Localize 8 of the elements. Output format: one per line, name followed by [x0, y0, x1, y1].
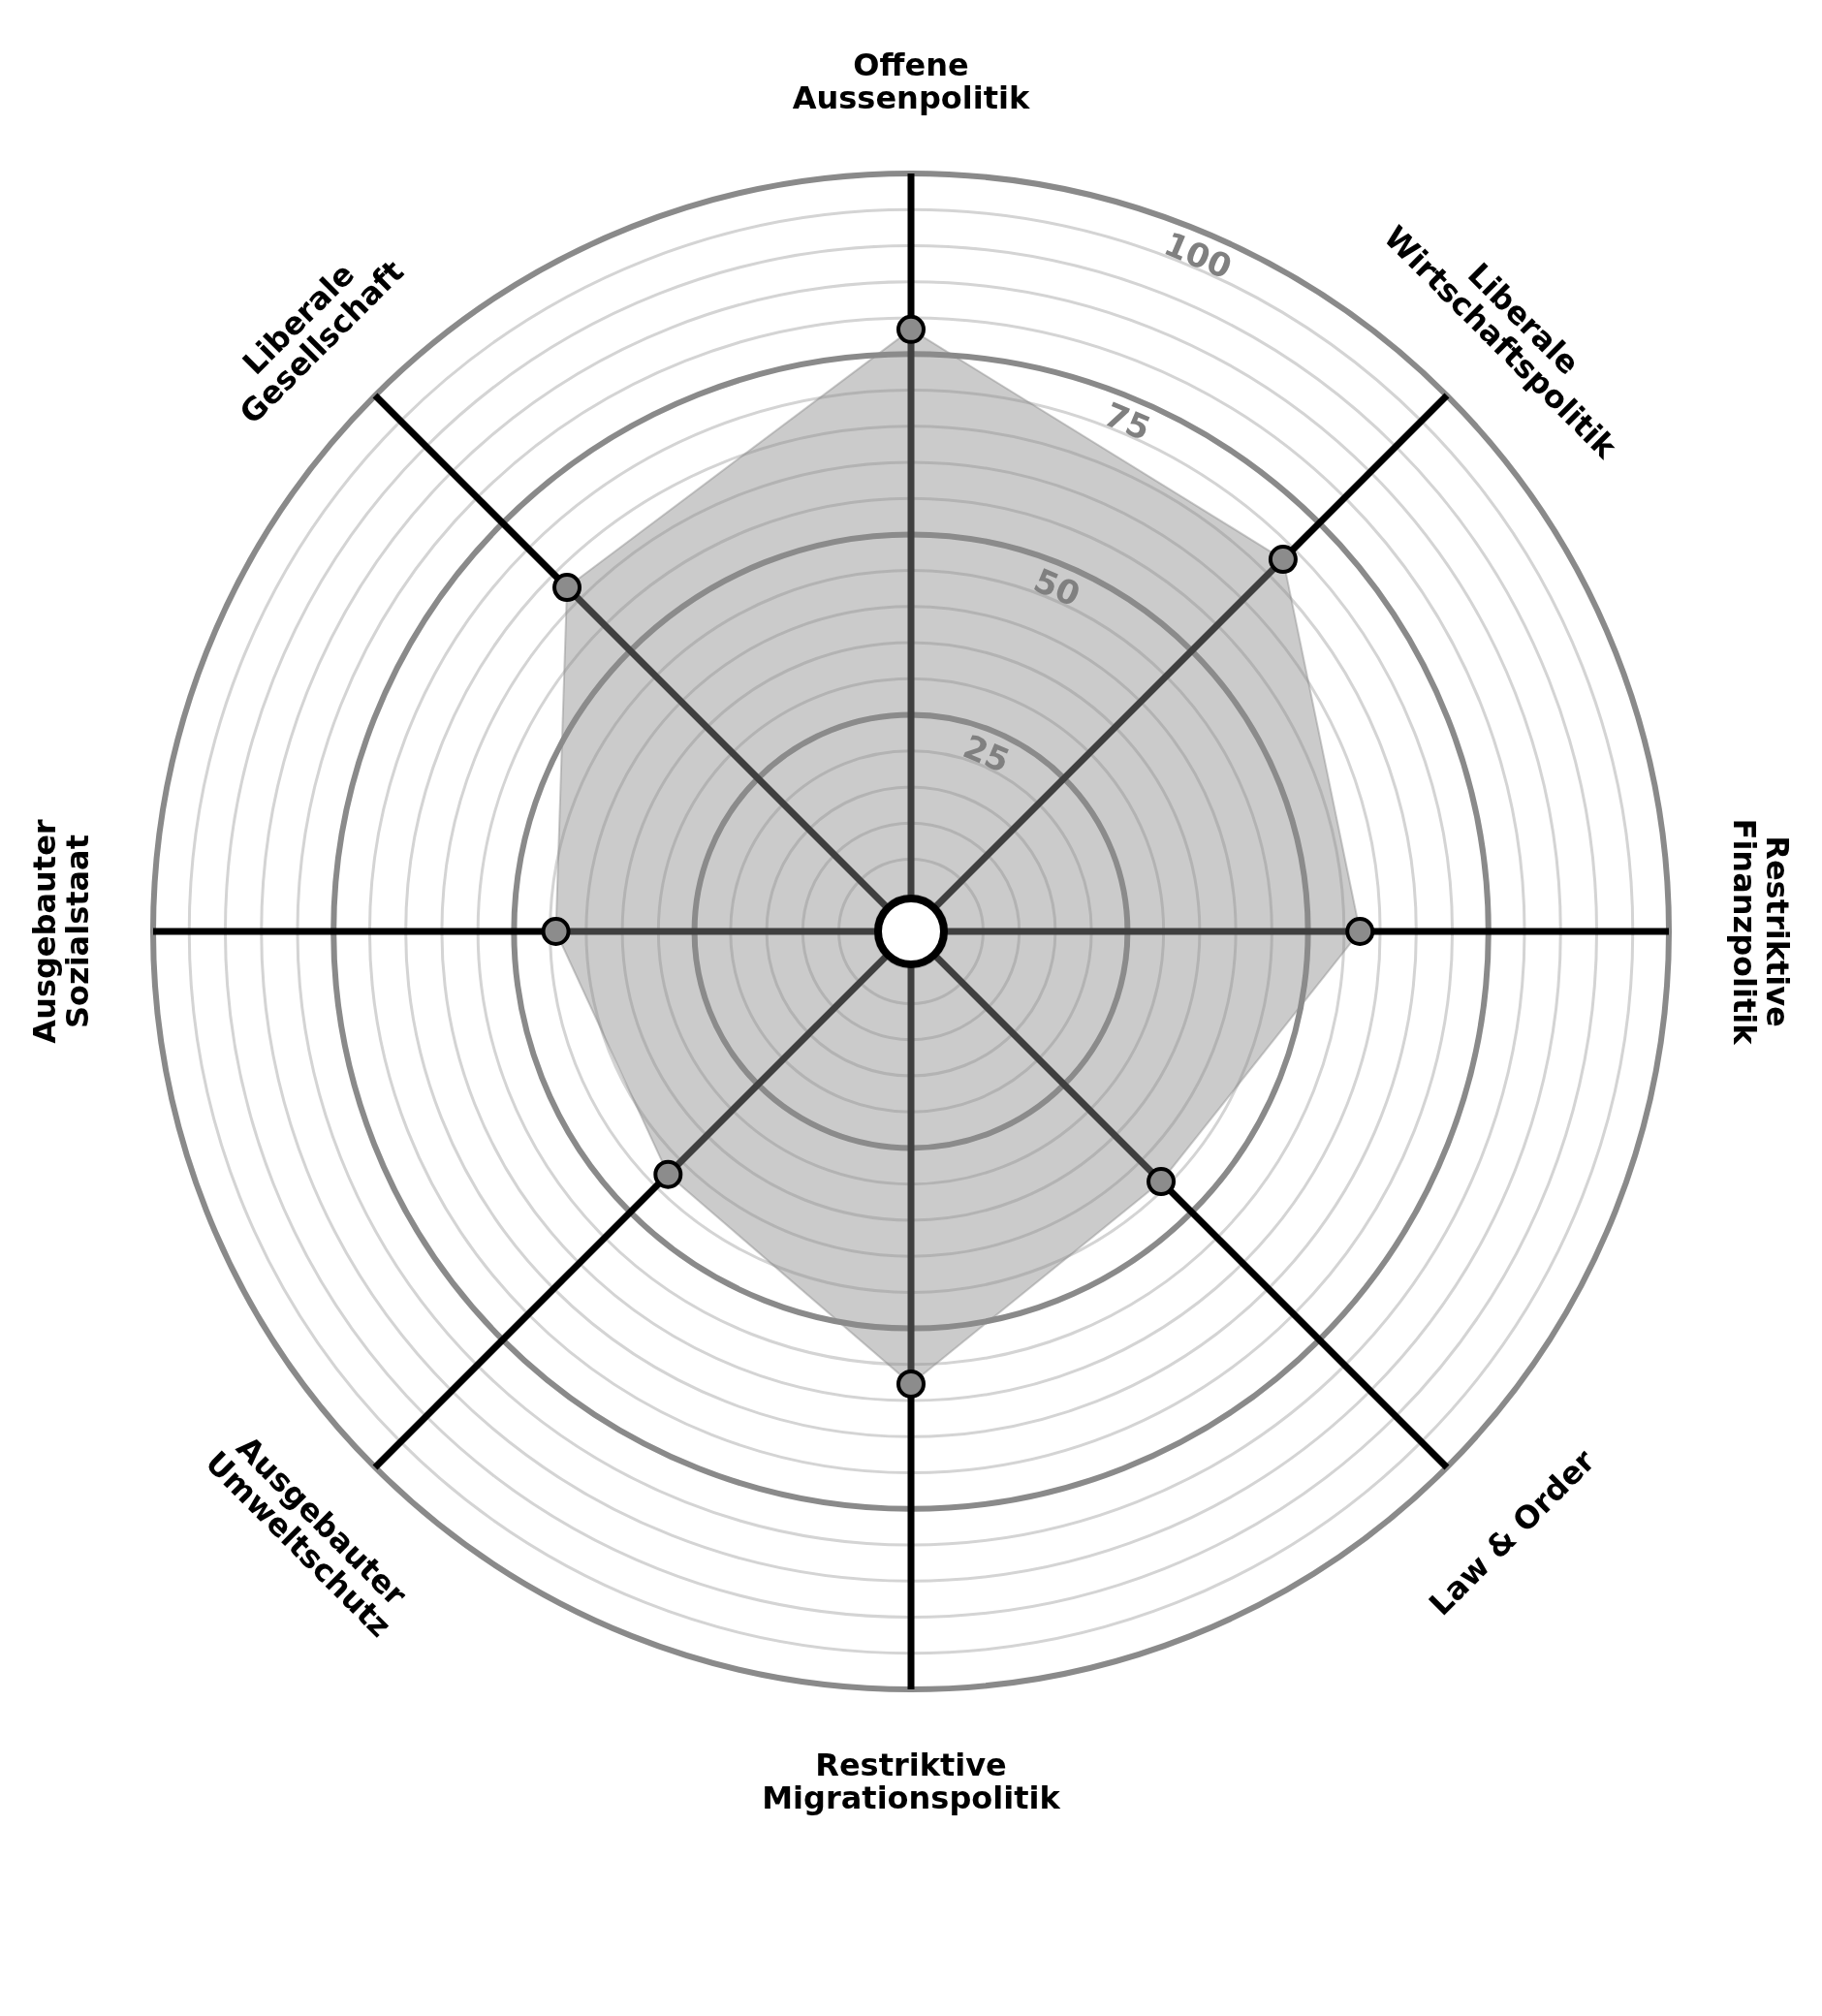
y-tick-label: 25 — [958, 726, 1016, 781]
spoke-label: Restriktive Migrationspolitik — [762, 1747, 1061, 1816]
y-tick-label: 50 — [1028, 560, 1086, 614]
y-tick-label: 100 — [1158, 223, 1238, 287]
spoke-label: Ausgebauter Sozialstaat — [26, 819, 96, 1044]
y-tick-label: 75 — [1098, 394, 1157, 449]
spoke-label: Offene Aussenpolitik — [792, 47, 1030, 116]
spoke-label: Restriktive Finanzpolitik — [1726, 818, 1796, 1046]
